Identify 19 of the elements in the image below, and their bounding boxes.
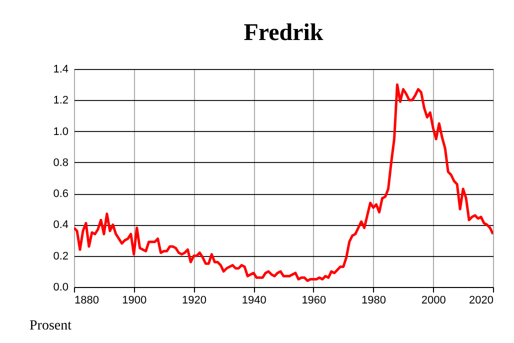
y-tick-label: 1.4	[53, 64, 68, 76]
y-tick-label: 1.2	[53, 94, 68, 107]
y-tick-label: 0.6	[53, 188, 68, 200]
y-tick-label: 0.4	[53, 219, 68, 232]
x-tick-label: 1900	[122, 294, 147, 306]
y-tick-label: 1.0	[53, 126, 68, 138]
x-tick-label: 1920	[182, 294, 206, 306]
x-tick-label: 1960	[302, 294, 326, 306]
y-axis-title: Prosent	[30, 318, 72, 334]
x-tick-label: 1880	[74, 294, 99, 306]
x-tick-label: 2020	[469, 294, 494, 306]
y-tick-label: 0.8	[53, 156, 68, 169]
x-tick-label: 1980	[362, 294, 386, 306]
y-tick-label: 0.0	[53, 282, 68, 294]
line-series	[74, 83, 493, 282]
chart-title: Fredrik	[244, 20, 324, 46]
x-tick-label: 1940	[242, 294, 266, 306]
x-tick-label: 2000	[421, 294, 446, 306]
y-tick-label: 0.2	[53, 250, 68, 262]
